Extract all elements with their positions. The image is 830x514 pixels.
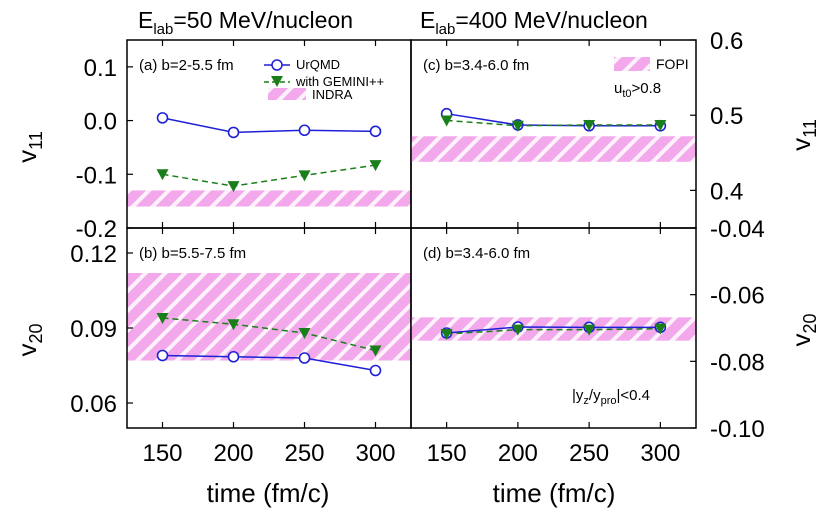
series-line-urqmd <box>162 117 376 134</box>
point-gemini <box>511 120 524 132</box>
xlabel-left: time (fm/c) <box>207 478 330 508</box>
legend-left: UrQMD with GEMINI++ INDRA <box>264 57 384 102</box>
panel-label: (c) b=3.4-6.0 fm <box>423 57 529 74</box>
point-gemini <box>227 181 240 193</box>
y-tick-label: 0.1 <box>84 55 117 82</box>
cut-ut0: ut0>0.8 <box>614 80 661 100</box>
point-gemini <box>583 119 596 131</box>
legend-gemini-marker <box>271 76 283 87</box>
point-gemini <box>156 169 169 181</box>
point-urqmd <box>298 352 311 364</box>
point-gemini <box>654 323 667 335</box>
legend-right: FOPI ut0>0.8 <box>614 56 689 100</box>
y-tick-label: 0.6 <box>710 28 743 55</box>
legend-indra-swatch <box>268 88 306 100</box>
panel-a: -0.2 -0.1 0.0 0.1 (a) b=2-5.5 fm <box>76 39 412 243</box>
panel-label: (a) b=2-5.5 fm <box>139 57 234 74</box>
y-tick-label: 0.4 <box>710 178 743 205</box>
point-urqmd <box>227 350 240 363</box>
legend-urqmd-label: UrQMD <box>296 57 340 72</box>
y-tick-label: -0.10 <box>710 416 765 443</box>
panel-label: (d) b=3.4-6.0 fm <box>423 245 530 262</box>
y-tick-label: 0.06 <box>70 391 117 418</box>
legend-fopi-label: FOPI <box>656 56 689 72</box>
point-gemini <box>298 328 311 339</box>
ylabel-right-top: v11 <box>786 119 820 151</box>
y-tick-label: 0.09 <box>70 316 117 343</box>
point-gemini <box>440 329 453 340</box>
band-fopi <box>411 136 696 162</box>
point-urqmd <box>156 112 169 124</box>
point-urqmd <box>369 125 382 138</box>
point-gemini <box>440 115 453 127</box>
legend-indra-label: INDRA <box>312 87 353 102</box>
ylabel-left-bottom: v20 <box>12 323 46 356</box>
band-fopi <box>411 317 696 341</box>
x-tick-label: 250 <box>569 440 609 467</box>
series-line-gemini <box>162 317 376 352</box>
series-line-gemini <box>446 119 661 127</box>
panel-b: 0.06 0.09 0.12 150 200 250 300 (b) b=5.5-7.5 fm <box>70 227 412 467</box>
y-tick-label: 0.5 <box>710 103 743 130</box>
plot-frame <box>410 227 697 429</box>
ylabel-right-bottom: v20 <box>786 313 820 346</box>
x-tick-label: 200 <box>498 440 538 467</box>
ylabel-left-top: v11 <box>12 131 46 163</box>
point-gemini <box>511 324 524 336</box>
series-line-urqmd <box>446 326 661 334</box>
col-title-left: Elab=50 MeV/nucleon <box>138 7 353 38</box>
legend-fopi-swatch <box>614 57 650 71</box>
y-tick-label: -0.04 <box>710 216 765 243</box>
point-gemini <box>156 313 169 324</box>
point-gemini <box>227 319 240 331</box>
series-line-gemini <box>446 327 661 335</box>
series-line-urqmd <box>446 112 661 127</box>
series-line-gemini <box>162 164 376 187</box>
y-tick-label: 0.12 <box>70 241 117 268</box>
point-urqmd <box>298 124 311 137</box>
xlabel-right: time (fm/c) <box>493 478 616 508</box>
panel-c: 0.4 0.5 0.6 (c) b=3.4-6.0 fm <box>410 28 743 229</box>
point-gemini <box>298 170 311 182</box>
col-title-right: Elab=400 MeV/nucleon <box>420 7 648 38</box>
y-tick-label: -0.08 <box>710 349 765 376</box>
cut-rapidity: |yz/ypro|<0.4 <box>572 387 650 407</box>
legend-urqmd-marker <box>271 59 283 71</box>
x-tick-label: 150 <box>427 440 467 467</box>
legend-gemini-label: with GEMINI++ <box>295 74 384 89</box>
y-tick-label: 0.0 <box>84 109 117 136</box>
x-tick-label: 250 <box>284 440 324 467</box>
point-gemini <box>583 324 596 336</box>
panel-label: (b) b=5.5-7.5 fm <box>139 245 246 262</box>
point-urqmd <box>156 349 169 362</box>
band-indra <box>127 273 411 361</box>
point-gemini <box>369 345 382 357</box>
point-urqmd <box>227 126 240 139</box>
x-tick-label: 300 <box>355 440 395 467</box>
point-gemini <box>369 160 382 172</box>
band-indra <box>127 190 411 207</box>
point-urqmd <box>369 364 382 377</box>
y-tick-label: -0.1 <box>76 162 117 189</box>
x-tick-label: 200 <box>213 440 253 467</box>
series-line-urqmd <box>162 354 376 372</box>
x-tick-label: 150 <box>142 440 182 467</box>
panel-d: -0.10 -0.08 -0.06 -0.04 150 200 250 300 (d) b=3.… <box>410 216 765 467</box>
y-tick-label: -0.2 <box>76 216 117 243</box>
y-tick-label: -0.06 <box>710 283 765 310</box>
point-gemini <box>654 119 667 131</box>
x-tick-label: 300 <box>640 440 680 467</box>
